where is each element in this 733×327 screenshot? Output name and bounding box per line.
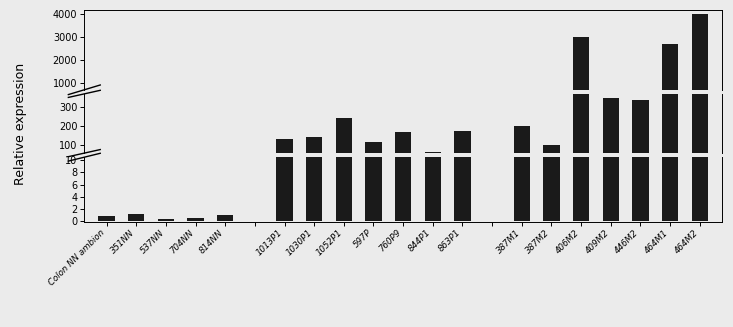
Bar bbox=[365, 0, 382, 221]
Bar bbox=[573, 0, 589, 164]
Bar bbox=[633, 98, 649, 106]
Bar bbox=[395, 102, 411, 106]
Bar bbox=[306, 0, 323, 221]
Bar bbox=[543, 0, 559, 221]
Bar bbox=[336, 100, 352, 106]
Bar bbox=[306, 137, 323, 164]
Bar bbox=[188, 218, 204, 221]
Bar bbox=[543, 145, 559, 164]
Bar bbox=[514, 0, 530, 221]
Bar bbox=[395, 0, 411, 221]
Bar bbox=[98, 216, 114, 221]
Bar bbox=[395, 132, 411, 164]
Bar bbox=[692, 0, 708, 221]
Bar bbox=[692, 14, 708, 106]
Bar bbox=[336, 0, 352, 221]
Bar bbox=[573, 37, 589, 106]
Bar bbox=[662, 0, 678, 164]
Bar bbox=[603, 0, 619, 221]
Bar bbox=[276, 139, 292, 164]
Bar bbox=[365, 142, 382, 164]
Bar bbox=[306, 103, 323, 106]
Bar bbox=[514, 101, 530, 106]
Bar bbox=[276, 103, 292, 106]
Bar bbox=[633, 0, 649, 221]
Bar bbox=[276, 0, 292, 221]
Bar bbox=[662, 0, 678, 221]
Bar bbox=[336, 118, 352, 164]
Bar bbox=[217, 215, 233, 221]
Bar bbox=[543, 103, 559, 106]
Bar bbox=[603, 98, 619, 106]
Text: Relative expression: Relative expression bbox=[14, 63, 27, 185]
Bar bbox=[365, 103, 382, 106]
Bar bbox=[603, 98, 619, 164]
Bar bbox=[424, 152, 441, 164]
Bar bbox=[424, 104, 441, 106]
Bar bbox=[128, 214, 144, 221]
Bar bbox=[662, 44, 678, 106]
Bar bbox=[454, 131, 471, 164]
Bar bbox=[514, 126, 530, 164]
Bar bbox=[633, 99, 649, 164]
Bar bbox=[573, 0, 589, 221]
Bar bbox=[454, 0, 471, 221]
Bar bbox=[158, 219, 174, 221]
Bar bbox=[424, 0, 441, 221]
Bar bbox=[692, 0, 708, 164]
Bar bbox=[454, 102, 471, 106]
